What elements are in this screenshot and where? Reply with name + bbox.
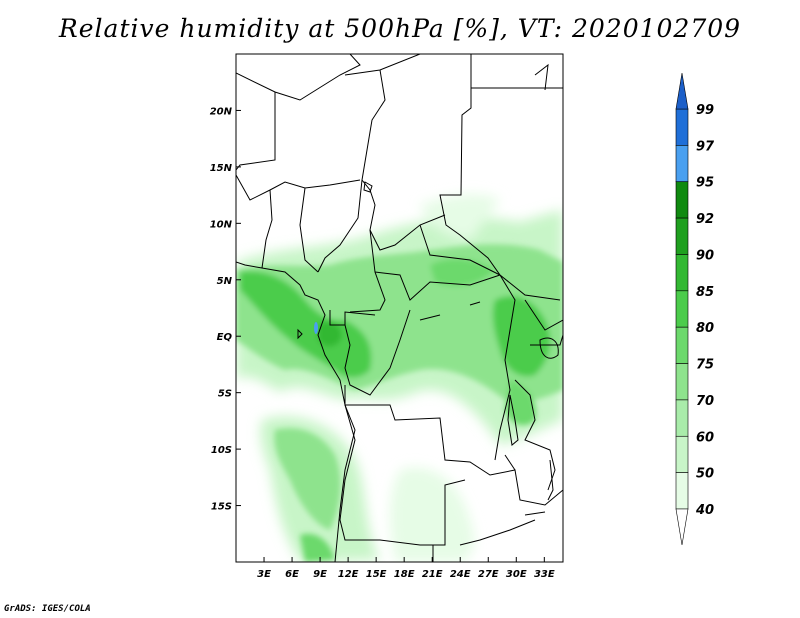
humidity-north-high	[430, 258, 495, 286]
map-frame	[235, 53, 564, 563]
colorbar-label: 70	[696, 394, 714, 409]
lon-tick-label: 30E	[506, 569, 527, 580]
country-borders	[236, 54, 563, 562]
river-segment	[504, 454, 516, 471]
lat-tick-label: EQ	[217, 332, 233, 343]
humidity-gulf-high	[240, 271, 372, 378]
humidity-sw-mid	[274, 428, 341, 530]
lon-tick-label: 6E	[285, 569, 299, 580]
border-path	[419, 224, 501, 276]
border-path	[439, 54, 561, 301]
lon-tick-label: 24E	[450, 569, 471, 580]
lat-tick-label: 10S	[211, 445, 232, 456]
lon-tick-label: 21E	[422, 569, 443, 580]
border-path	[236, 174, 361, 201]
colorbar-top-arrow	[675, 72, 689, 110]
border-path	[236, 54, 361, 101]
colorbar-label: 80	[696, 321, 714, 336]
border-path	[344, 385, 563, 506]
border-path	[236, 92, 276, 171]
lat-tick-label: 5N	[217, 276, 233, 287]
colorbar-label: 60	[696, 430, 714, 445]
lat-tick-label: 15S	[211, 502, 232, 513]
colorbar-label: 97	[696, 139, 715, 154]
lon-tick-label: 33E	[534, 569, 555, 580]
border-path	[339, 404, 466, 546]
lon-tick-label: 3E	[257, 569, 271, 580]
colorbar-label: 95	[696, 176, 714, 191]
humidity-field	[236, 54, 563, 562]
coastline	[236, 261, 356, 562]
lake-tanganyika	[507, 394, 519, 446]
river-segment	[524, 511, 546, 516]
colorbar-label: 85	[696, 285, 714, 300]
lon-tick-label: 18E	[394, 569, 415, 580]
map-title: Relative humidity at 500hPa [%], VT: 202…	[58, 14, 742, 43]
border-path	[374, 271, 501, 301]
lat-tick-label: 10N	[210, 219, 233, 230]
colorbar-label: 99	[696, 103, 714, 118]
border-path	[459, 519, 536, 546]
island-segment	[297, 328, 303, 340]
colorbar-swatch	[675, 435, 689, 473]
lon-tick-label: 27E	[478, 569, 499, 580]
humidity-east-south	[505, 380, 536, 426]
lon-tick-label: 12E	[338, 569, 359, 580]
lon-tick-label: 9E	[313, 569, 327, 580]
colorbar-swatch	[675, 254, 689, 292]
colorbar-swatch	[675, 181, 689, 219]
lat-tick-label: 15N	[210, 163, 233, 174]
colorbar-label: 92	[696, 212, 714, 227]
colorbar-swatch	[675, 472, 689, 510]
humidity-ne-light	[420, 194, 500, 240]
longitude-axis: 3E 6E 9E 12E 15E 18E 21E 24E 27E 30E 33E	[257, 557, 555, 580]
humidity-band-mid	[236, 244, 563, 402]
border-path	[261, 189, 273, 269]
humidity-max-spot	[314, 322, 318, 334]
latitude-axis: 20N 15N 10N 5N EQ 5S 10S 15S	[210, 106, 241, 513]
lake-victoria	[539, 337, 559, 359]
border-path	[299, 187, 319, 273]
island-segment	[534, 63, 549, 91]
colorbar-swatch	[675, 399, 689, 437]
colorbar: 40 50 60 70 75 80 85 90 92 95 97 99	[675, 72, 715, 546]
border-path	[361, 69, 446, 251]
humidity-gabon-peak	[318, 321, 342, 347]
colorbar-label: 90	[696, 248, 714, 263]
colorbar-bottom-arrow	[675, 508, 689, 546]
humidity-sw-peak	[300, 533, 335, 562]
border-path	[524, 299, 563, 331]
lat-tick-label: 5S	[218, 389, 232, 400]
border-path	[514, 379, 556, 491]
colorbar-swatch	[675, 290, 689, 328]
colorbar-swatch	[675, 217, 689, 255]
lon-tick-label: 15E	[366, 569, 387, 580]
lake-chad	[363, 181, 373, 193]
border-path	[349, 229, 386, 313]
humidity-south-light	[390, 467, 475, 562]
colorbar-label: 75	[696, 358, 714, 373]
border-path	[317, 179, 363, 273]
lat-tick-label: 20N	[210, 106, 233, 117]
border-path	[344, 309, 411, 396]
credit-text: GrADS: IGES/COLA	[4, 604, 91, 614]
colorbar-label: 40	[695, 503, 714, 518]
colorbar-swatch	[675, 363, 689, 401]
colorbar-swatch	[675, 326, 689, 364]
colorbar-label: 50	[696, 467, 714, 482]
border-path	[494, 274, 516, 461]
colorbar-swatch	[675, 108, 689, 146]
river-segment	[419, 314, 441, 321]
lake-malawi	[547, 459, 554, 501]
river-segment	[469, 301, 481, 306]
colorbar-swatch	[675, 145, 689, 183]
